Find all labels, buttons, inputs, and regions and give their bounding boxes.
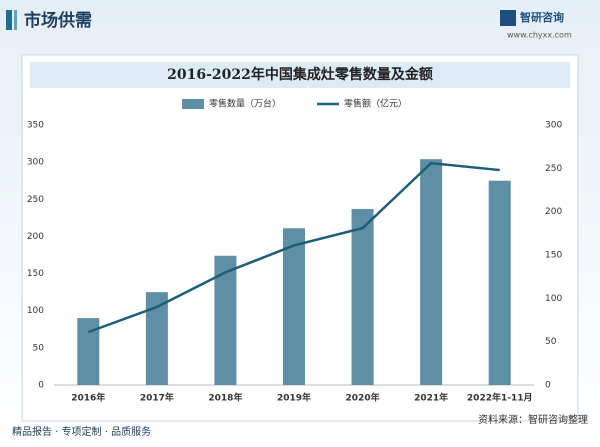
bar bbox=[77, 318, 100, 385]
y2-tick-label: 150 bbox=[545, 251, 562, 261]
y-tick-label: 150 bbox=[27, 269, 44, 279]
y2-tick-label: 200 bbox=[545, 207, 562, 217]
y2-tick-label: 250 bbox=[545, 164, 562, 174]
legend-label: 零售数量（万台） bbox=[209, 98, 281, 110]
x-tick-label: 2019年 bbox=[277, 392, 311, 404]
logo-url: www.chyxx.com bbox=[507, 31, 572, 40]
y-tick-label: 50 bbox=[33, 343, 45, 353]
y-tick-label: 0 bbox=[38, 381, 44, 391]
title-band bbox=[30, 62, 570, 88]
source: 资料来源：智研咨询整理 bbox=[478, 413, 588, 426]
x-tick-label: 2022年1-11月 bbox=[467, 392, 533, 404]
y-tick-label: 300 bbox=[27, 158, 44, 168]
y2-tick-label: 100 bbox=[545, 294, 562, 304]
footer-tagline: 精品报告 · 专项定制 · 品质服务 bbox=[12, 425, 151, 438]
x-tick-label: 2018年 bbox=[208, 392, 242, 404]
y-tick-label: 250 bbox=[27, 195, 44, 205]
x-tick-label: 2017年 bbox=[140, 392, 174, 404]
bar bbox=[488, 180, 511, 385]
line bbox=[87, 161, 500, 334]
header-title: 市场供需 bbox=[24, 10, 92, 31]
header-icon bbox=[14, 10, 17, 30]
y-tick-label: 200 bbox=[27, 232, 44, 242]
y2-tick-label: 50 bbox=[545, 337, 557, 347]
bar bbox=[214, 255, 237, 385]
legend-label: 零售额（亿元） bbox=[344, 98, 407, 110]
chart-title: 2016-2022年中国集成灶零售数量及金额 bbox=[167, 66, 433, 83]
x-tick-label: 2021年 bbox=[414, 392, 448, 404]
header-icon bbox=[6, 10, 12, 30]
y-tick-label: 350 bbox=[27, 121, 44, 131]
bar bbox=[420, 159, 443, 385]
bar bbox=[283, 228, 305, 385]
bar bbox=[351, 208, 374, 385]
x-tick-label: 2020年 bbox=[346, 392, 380, 404]
y2-tick-label: 0 bbox=[545, 381, 551, 391]
legend-swatch bbox=[182, 99, 204, 109]
y2-tick-label: 300 bbox=[545, 121, 562, 131]
bar bbox=[145, 292, 168, 385]
logo-icon bbox=[500, 10, 516, 26]
y-tick-label: 100 bbox=[27, 306, 44, 316]
plot: 0 50 100 150 200 250 300 350 0 50 100 150 200 250 300 2… bbox=[27, 98, 563, 404]
x-tick-label: 2016年 bbox=[71, 392, 105, 404]
logo-text: 智研咨询 bbox=[520, 10, 564, 24]
